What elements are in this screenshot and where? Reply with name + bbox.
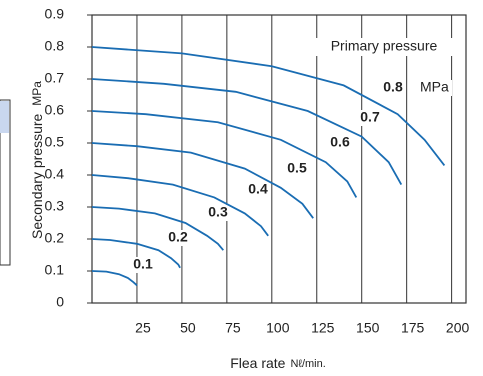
curve xyxy=(91,174,269,237)
x-tick-label: 50 xyxy=(180,320,196,336)
x-axis-title: Flea rate Nℓ/min. xyxy=(230,355,326,371)
x-tick-label: 75 xyxy=(225,320,241,336)
x-tick-label: 125 xyxy=(311,320,335,336)
annotation-bg xyxy=(312,38,455,56)
curve-label: 0.5 xyxy=(287,160,307,176)
label-bg xyxy=(285,161,309,177)
y-tick-label: 0.8 xyxy=(45,38,65,54)
y-tick-label: 0.9 xyxy=(45,6,65,22)
curve-label: 0.8 xyxy=(383,79,403,95)
y-tick-label: 0.3 xyxy=(45,198,65,214)
side-panel-header xyxy=(0,101,9,133)
y-axis-unit: MPa xyxy=(30,81,44,106)
x-tick-label: 200 xyxy=(446,320,470,336)
curve-label: 0.2 xyxy=(168,229,188,245)
curve xyxy=(91,270,138,287)
label-bg xyxy=(328,135,352,151)
y-tick-label: 0.4 xyxy=(45,166,65,182)
x-axis-label: Flea rate xyxy=(230,355,285,371)
x-axis-unit: Nℓ/min. xyxy=(290,358,325,370)
annotation: Primary pressure xyxy=(331,38,438,54)
x-tick-label: 100 xyxy=(266,320,290,336)
y-tick-label: 0 xyxy=(56,294,64,310)
curve xyxy=(91,78,403,186)
label-bg xyxy=(246,182,270,198)
y-tick-label: 0.6 xyxy=(45,102,65,118)
curve xyxy=(91,46,446,166)
curve xyxy=(91,142,314,219)
curve xyxy=(91,110,358,198)
curve xyxy=(91,206,224,251)
label-bg xyxy=(206,205,230,221)
y-tick-label: 0.2 xyxy=(45,230,65,246)
label-bg xyxy=(358,110,382,126)
curve-label: 0.4 xyxy=(248,181,268,197)
label-bg xyxy=(381,80,405,96)
x-tick-label: 25 xyxy=(135,320,151,336)
unit-annotation: MPa xyxy=(420,79,449,95)
x-tick-label: 150 xyxy=(356,320,380,336)
side-panel xyxy=(0,99,11,266)
curve-label: 0.7 xyxy=(360,109,380,125)
y-tick-label: 0.5 xyxy=(45,134,65,150)
label-bg xyxy=(166,230,190,246)
y-axis-label: Secondary pressure xyxy=(29,113,45,239)
y-tick-label: 0.7 xyxy=(45,70,65,86)
curve xyxy=(91,238,181,269)
curve-label: 0.1 xyxy=(133,256,153,272)
curve-label: 0.6 xyxy=(330,134,350,150)
y-axis-title: Secondary pressure MPa xyxy=(29,81,45,239)
label-bg xyxy=(131,257,155,273)
curve-label: 0.3 xyxy=(208,204,228,220)
y-tick-label: 0.1 xyxy=(45,262,65,278)
x-tick-label: 175 xyxy=(401,320,425,336)
plot-frame xyxy=(91,14,467,304)
unit-bg xyxy=(418,80,452,96)
